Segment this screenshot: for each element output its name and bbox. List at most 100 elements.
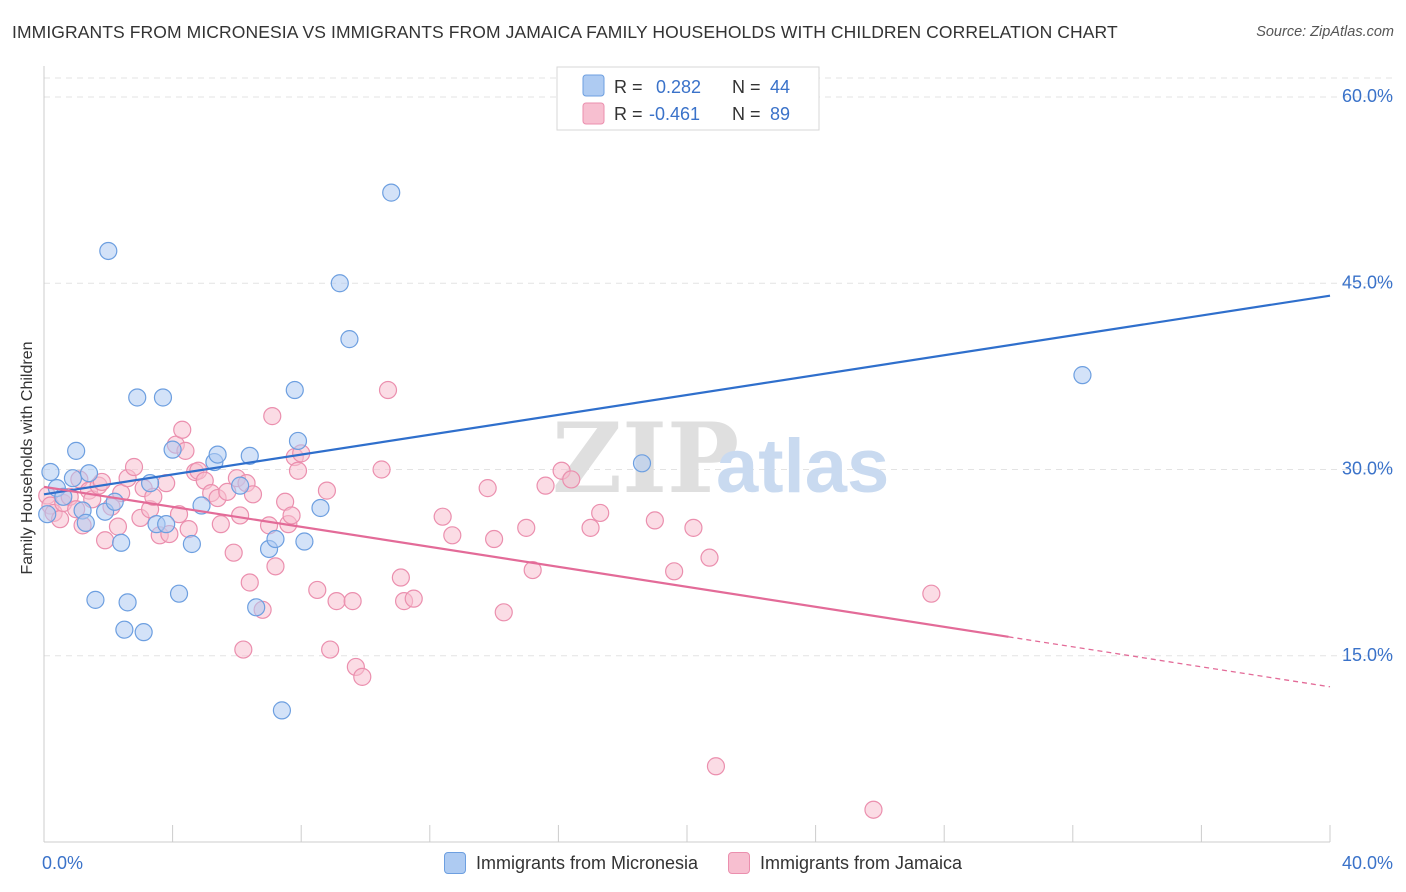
trend-lines [43, 294, 1331, 688]
micronesia-point-1 [41, 462, 60, 482]
tick-labels: 15.0% 30.0% 45.0% 60.0% 0.0% 40.0% [42, 86, 1393, 873]
legend-bottom-swatch-micronesia [443, 852, 466, 874]
legend-swatch-micronesia [582, 74, 605, 97]
jamaica-point-74 [536, 476, 555, 495]
jamaica-point-51 [282, 506, 301, 525]
y-tick-label-3: 60.0% [1342, 86, 1393, 106]
micronesia-point-32 [266, 529, 285, 549]
legend-r-label-micronesia: R = [614, 77, 643, 97]
micronesia-point-15 [115, 620, 134, 639]
jamaica-trend-line [43, 485, 1009, 638]
micronesia-point-17 [134, 623, 153, 642]
micronesia-point-41 [632, 454, 652, 473]
jamaica-point-41 [234, 640, 253, 659]
jamaica-point-43 [240, 573, 259, 592]
legend-bottom: Immigrants from Micronesia Immigrants fr… [0, 852, 1406, 874]
legend-item-jamaica: Immigrants from Jamaica [728, 852, 962, 874]
x-tick-label-0: 0.0% [42, 853, 83, 873]
jamaica-point-61 [353, 667, 372, 686]
jamaica-point-44 [243, 485, 263, 504]
micronesia-point-27 [208, 445, 227, 464]
micronesia-point-39 [340, 330, 359, 349]
legend-r-value-micronesia: 0.282 [656, 77, 701, 97]
jamaica-point-82 [700, 548, 719, 567]
source-label: Source: ZipAtlas.com [1256, 24, 1394, 40]
legend-n-value-micronesia: 44 [770, 77, 790, 97]
jamaica-point-83 [706, 757, 726, 776]
micronesia-point-0 [38, 505, 57, 524]
legend-n-label-jamaica: N = [732, 104, 761, 124]
jamaica-point-38 [224, 543, 243, 562]
micronesia-point-16 [128, 388, 147, 407]
micronesia-point-35 [288, 431, 308, 451]
jamaica-point-69 [478, 479, 497, 498]
jamaica-point-28 [173, 420, 192, 439]
y-tick-label-0: 15.0% [1342, 645, 1393, 665]
micronesia-point-8 [79, 464, 99, 483]
jamaica-point-15 [108, 517, 128, 536]
micronesia-point-33 [272, 701, 292, 720]
jamaica-point-79 [645, 511, 664, 530]
jamaica-point-59 [343, 592, 362, 611]
jamaica-point-81 [684, 518, 703, 537]
jamaica-point-77 [581, 518, 600, 537]
jamaica-point-78 [591, 503, 610, 523]
chart-title: IMMIGRANTS FROM MICRONESIA VS IMMIGRANTS… [12, 22, 1118, 42]
jamaica-point-30 [179, 519, 198, 539]
legend-r-label-jamaica: R = [614, 104, 643, 124]
micronesia-point-24 [182, 534, 201, 554]
legend-n-label-micronesia: N = [732, 77, 761, 97]
micronesia-point-4 [63, 469, 83, 488]
y-tick-label-1: 30.0% [1342, 459, 1393, 479]
micronesia-point-7 [76, 513, 95, 532]
jamaica-point-55 [308, 580, 327, 600]
micronesia-point-38 [330, 274, 349, 293]
jamaica-point-76 [562, 470, 581, 489]
micronesia-point-11 [99, 241, 118, 261]
jamaica-point-68 [443, 526, 462, 545]
legend-r-value-jamaica: -0.461 [649, 104, 700, 124]
jamaica-point-67 [433, 507, 452, 526]
series-jamaica [38, 380, 941, 819]
jamaica-point-84 [864, 800, 883, 819]
jamaica-point-27 [169, 505, 189, 524]
jamaica-point-70 [485, 529, 504, 549]
axes [43, 66, 1331, 843]
jamaica-point-47 [263, 407, 282, 426]
micronesia-point-29 [240, 446, 259, 465]
jamaica-point-36 [211, 515, 230, 534]
micronesia-trend-line [43, 294, 1331, 496]
legend-bottom-swatch-jamaica [728, 852, 750, 874]
micronesia-point-28 [231, 476, 250, 495]
jamaica-point-13 [95, 531, 115, 550]
micronesia-point-37 [311, 498, 330, 518]
micronesia-point-13 [112, 533, 131, 552]
grid-lines [44, 77, 1395, 657]
micronesia-point-42 [1073, 366, 1092, 385]
micronesia-point-40 [382, 183, 401, 202]
legend-item-micronesia: Immigrants from Micronesia [443, 852, 698, 874]
jamaica-point-18 [124, 457, 144, 477]
jamaica-point-66 [404, 589, 423, 608]
watermark-atlas: atlas [716, 424, 889, 509]
micronesia-point-21 [157, 515, 176, 534]
series-micronesia [38, 183, 1092, 720]
jamaica-point-71 [494, 603, 513, 622]
jamaica-point-85 [922, 584, 941, 603]
micronesia-point-12 [105, 492, 124, 511]
x-tick-label-1: 40.0% [1342, 853, 1393, 873]
jamaica-point-72 [517, 518, 536, 537]
jamaica-point-56 [317, 481, 337, 500]
micronesia-point-23 [169, 584, 189, 603]
jamaica-point-64 [391, 568, 410, 587]
micronesia-point-34 [285, 380, 304, 400]
legend-top: R = 0.282 N = 44 R = -0.461 N = 89 [556, 66, 820, 131]
micronesia-point-14 [118, 593, 137, 612]
jamaica-point-62 [372, 460, 391, 479]
legend-bottom-label-jamaica: Immigrants from Jamaica [760, 852, 963, 873]
jamaica-trend-line-extension [1008, 636, 1331, 688]
micronesia-point-30 [247, 598, 266, 617]
micronesia-point-9 [86, 590, 105, 609]
jamaica-point-73 [523, 560, 542, 580]
